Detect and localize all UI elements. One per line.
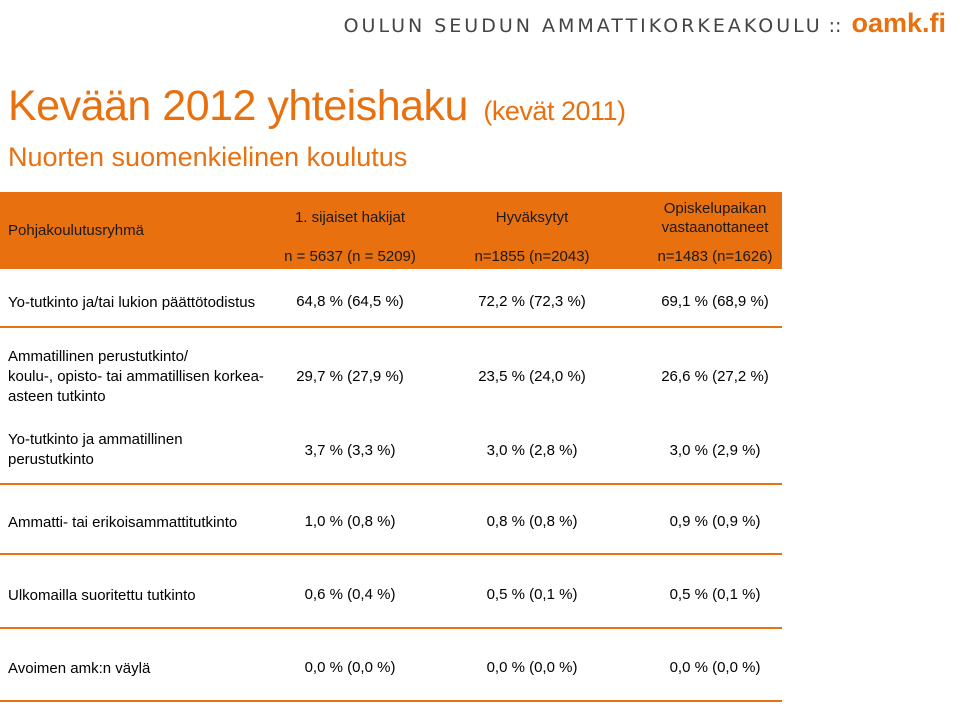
- row-value-applicants: 29,7 % (27,9 %): [296, 368, 404, 385]
- row-value-applicants: 0,0 % (0,0 %): [304, 659, 396, 676]
- oamk-logo: oamk.fi: [851, 8, 946, 38]
- header-col3-n: n=1483 (n=1626): [657, 248, 773, 265]
- row-value-applicants: 3,7 % (3,3 %): [304, 442, 396, 459]
- row-divider: [0, 553, 782, 555]
- row-value-applicants: 1,0 % (0,8 %): [304, 513, 396, 530]
- page-subtitle: Nuorten suomenkielinen koulutus: [8, 142, 408, 172]
- row-divider: [0, 326, 782, 328]
- table-header: Pohjakoulutusryhmä 1. sijaiset hakijat n…: [0, 192, 782, 269]
- row-label: Ulkomailla suoritettu tutkinto: [8, 587, 196, 604]
- row-value-accepted: 72,2 % (72,3 %): [478, 293, 586, 310]
- row-divider: [0, 627, 782, 629]
- row-value-enrolled: 69,1 % (68,9 %): [661, 293, 769, 310]
- row-value-enrolled: 0,0 % (0,0 %): [669, 659, 761, 676]
- row-label-line: perustutkinto: [8, 451, 94, 468]
- header-col2-label: Hyväksytyt: [495, 209, 569, 226]
- header-col3-label1: Opiskelupaikan: [663, 200, 767, 217]
- header-col3-label2: vastaanottaneet: [661, 219, 769, 236]
- page-title: Kevään 2012 yhteishaku (kevät 2011): [8, 82, 626, 131]
- row-value-accepted: 23,5 % (24,0 %): [478, 368, 586, 385]
- header-group: Pohjakoulutusryhmä: [8, 222, 144, 239]
- row-label-line: Yo-tutkinto ja ammatillinen: [8, 431, 183, 448]
- row-label: Yo-tutkinto ja/tai lukion päättötodistus: [8, 294, 256, 311]
- row-divider: [0, 483, 782, 485]
- row-value-enrolled: 26,6 % (27,2 %): [661, 368, 769, 385]
- row-label: Avoimen amk:n väylä: [8, 660, 151, 677]
- row-value-enrolled: 0,9 % (0,9 %): [669, 513, 761, 530]
- row-value-enrolled: 0,5 % (0,1 %): [669, 586, 761, 603]
- row-value-applicants: 64,8 % (64,5 %): [296, 293, 404, 310]
- header-col1-label: 1. sijaiset hakijat: [294, 209, 406, 226]
- row-value-applicants: 0,6 % (0,4 %): [304, 586, 396, 603]
- header-col1-n: n = 5637 (n = 5209): [284, 248, 416, 265]
- header-col2-n: n=1855 (n=2043): [474, 248, 590, 265]
- row-value-enrolled: 3,0 % (2,9 %): [669, 442, 761, 459]
- row-label-line: koulu-, opisto- tai ammatillisen korkea-: [8, 368, 264, 385]
- title-sub: (kevät 2011): [483, 96, 626, 126]
- row-label-line: asteen tutkinto: [8, 388, 106, 405]
- row-label-line: Ammatillinen perustutkinto/: [8, 348, 189, 365]
- brand-header: OULUN SEUDUN AMMATTIKORKEAKOULU :: oamk.…: [344, 8, 946, 39]
- row-value-accepted: 0,8 % (0,8 %): [486, 513, 578, 530]
- row-value-accepted: 3,0 % (2,8 %): [486, 442, 578, 459]
- title-main: Kevään 2012 yhteishaku: [8, 82, 468, 130]
- row-label: Ammatti- tai erikoisammattitutkinto: [8, 514, 238, 531]
- row-divider: [0, 700, 782, 702]
- row-value-accepted: 0,5 % (0,1 %): [486, 586, 578, 603]
- school-name: OULUN SEUDUN AMMATTIKORKEAKOULU: [343, 15, 823, 37]
- brand-separator: ::: [828, 15, 842, 37]
- row-value-accepted: 0,0 % (0,0 %): [486, 659, 578, 676]
